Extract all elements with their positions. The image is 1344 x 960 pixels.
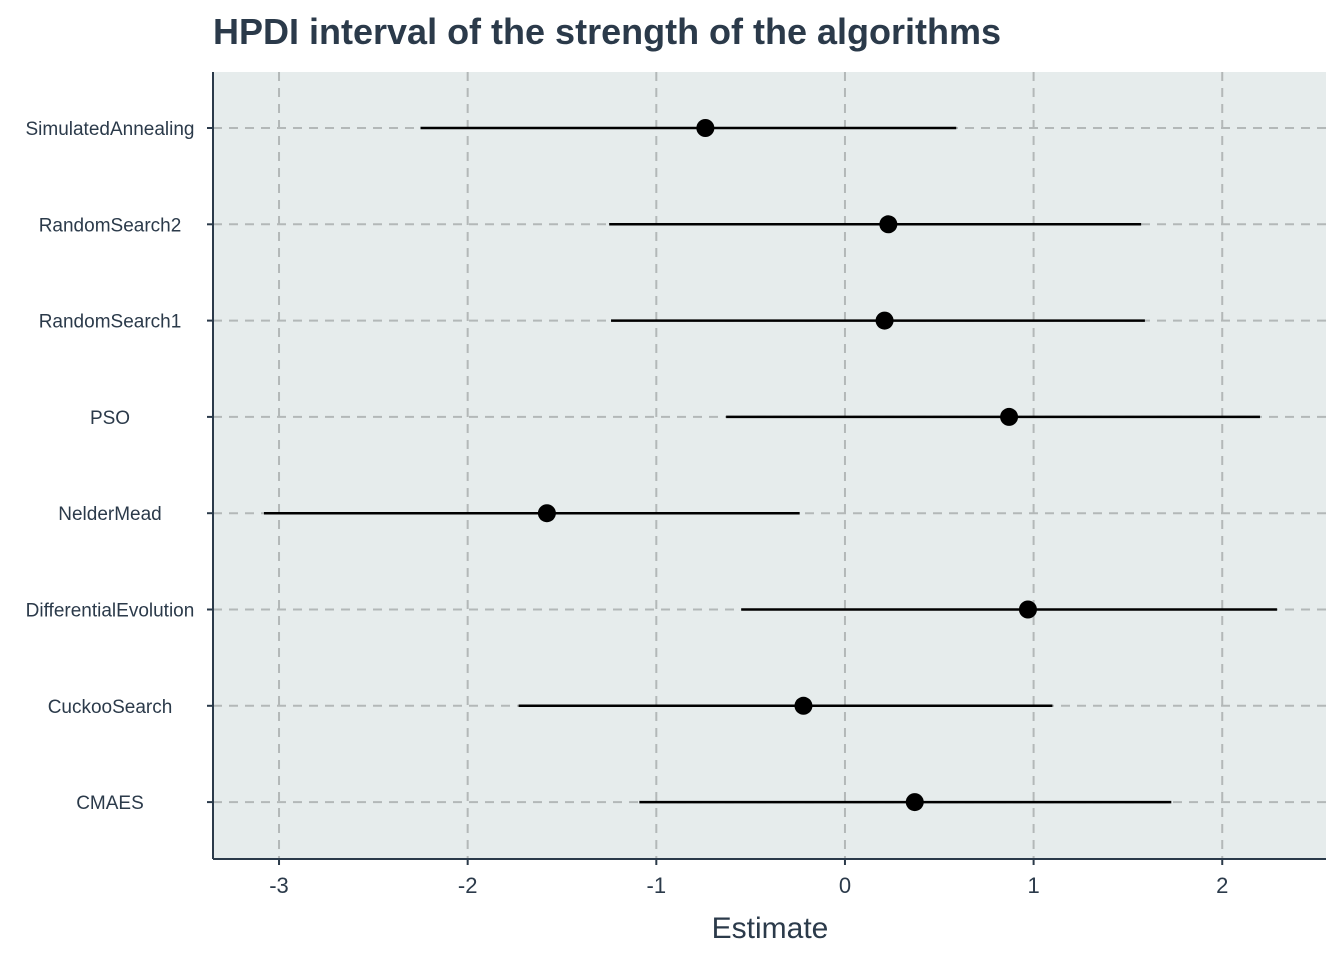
x-tick-label: -3 [269,873,289,898]
x-tick-label: 1 [1027,873,1039,898]
estimate-point-DifferentialEvolution [1018,600,1037,619]
interval-marks [263,119,1277,812]
y-tick-label: DifferentialEvolution [26,601,195,622]
x-tick-label: -2 [458,873,478,898]
estimate-point-RandomSearch2 [879,215,898,234]
y-tick-label: RandomSearch2 [39,215,182,236]
x-tick-label: 2 [1216,873,1228,898]
y-tick-label: RandomSearch1 [39,312,182,333]
grid-lines [213,72,1326,859]
y-tick-label: CMAES [76,793,144,814]
estimate-point-SimulatedAnnealing [696,119,715,137]
y-tick-label: SimulatedAnnealing [25,119,194,140]
chart-title: HPDI interval of the strength of the alg… [213,11,1001,52]
y-tick-label: PSO [90,408,130,429]
estimate-point-NelderMead [537,504,556,523]
x-tick-label: 0 [839,873,851,898]
x-axis-ticks: -3 -2 -1 0 1 2 [269,859,1228,898]
plot-panel [213,72,1326,859]
x-axis-label: Estimate [712,912,829,945]
estimate-point-RandomSearch1 [875,311,894,330]
estimate-point-PSO [1000,407,1019,426]
estimate-point-CuckooSearch [794,696,813,715]
y-tick-label: NelderMead [58,504,162,525]
x-tick-label: -1 [647,873,667,898]
y-axis-ticks: SimulatedAnnealing RandomSearch2 RandomSea… [25,119,213,814]
estimate-point-CMAES [905,793,924,812]
y-tick-label: CuckooSearch [48,697,173,718]
